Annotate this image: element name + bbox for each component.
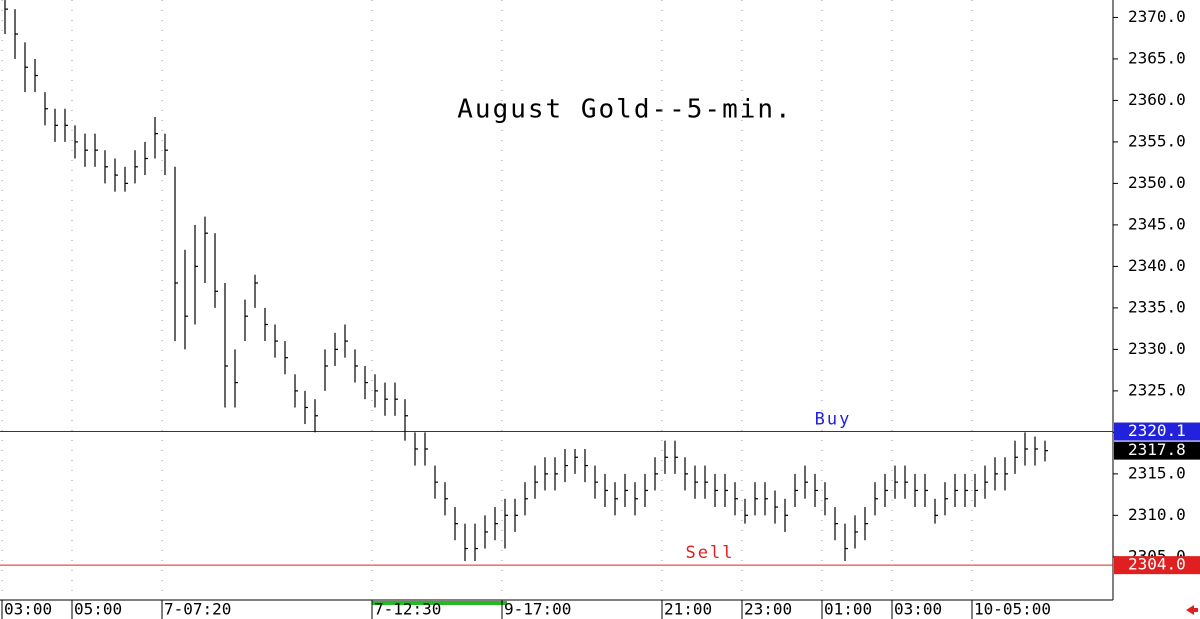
- y-tick-label: 2345.0: [1128, 214, 1186, 233]
- y-tick-label: 2325.0: [1128, 380, 1186, 399]
- level-box: [1114, 422, 1200, 441]
- x-tick-label: 7-07:20: [164, 600, 231, 619]
- level-name: Sell: [686, 543, 735, 563]
- x-tick-label: 05:00: [74, 600, 122, 619]
- x-tick-label: 9-17:00: [504, 600, 571, 619]
- level-box: [1114, 556, 1200, 575]
- y-tick-label: 2370.0: [1128, 7, 1186, 26]
- level-box-label: 2320.1: [1128, 421, 1186, 440]
- last-price-box: [1114, 441, 1200, 460]
- level-box-label: 2304.0: [1128, 555, 1186, 574]
- y-tick-label: 2330.0: [1128, 339, 1186, 358]
- y-tick-label: 2340.0: [1128, 256, 1186, 275]
- level-name: Buy: [815, 410, 852, 430]
- x-tick-label: 03:00: [894, 600, 942, 619]
- y-tick-label: 2350.0: [1128, 173, 1186, 192]
- session-highlight: [372, 601, 507, 605]
- x-tick-label: 01:00: [824, 600, 872, 619]
- y-tick-label: 2355.0: [1128, 131, 1186, 150]
- y-tick-label: 2360.0: [1128, 90, 1186, 109]
- y-tick-label: 2335.0: [1128, 297, 1186, 316]
- y-tick-label: 2310.0: [1128, 505, 1186, 524]
- last-price-label: 2317.8: [1128, 440, 1186, 459]
- arrow-icon: [1186, 605, 1198, 615]
- x-tick-label: 03:00: [4, 600, 52, 619]
- x-tick-label: 10-05:00: [974, 600, 1051, 619]
- y-tick-label: 2315.0: [1128, 463, 1186, 482]
- x-tick-label: 21:00: [664, 600, 712, 619]
- y-tick-label: 2365.0: [1128, 48, 1186, 67]
- x-tick-label: 7-12:30: [374, 600, 441, 619]
- x-tick-label: 23:00: [744, 600, 792, 619]
- chart-title: August Gold--5-min.: [457, 95, 792, 125]
